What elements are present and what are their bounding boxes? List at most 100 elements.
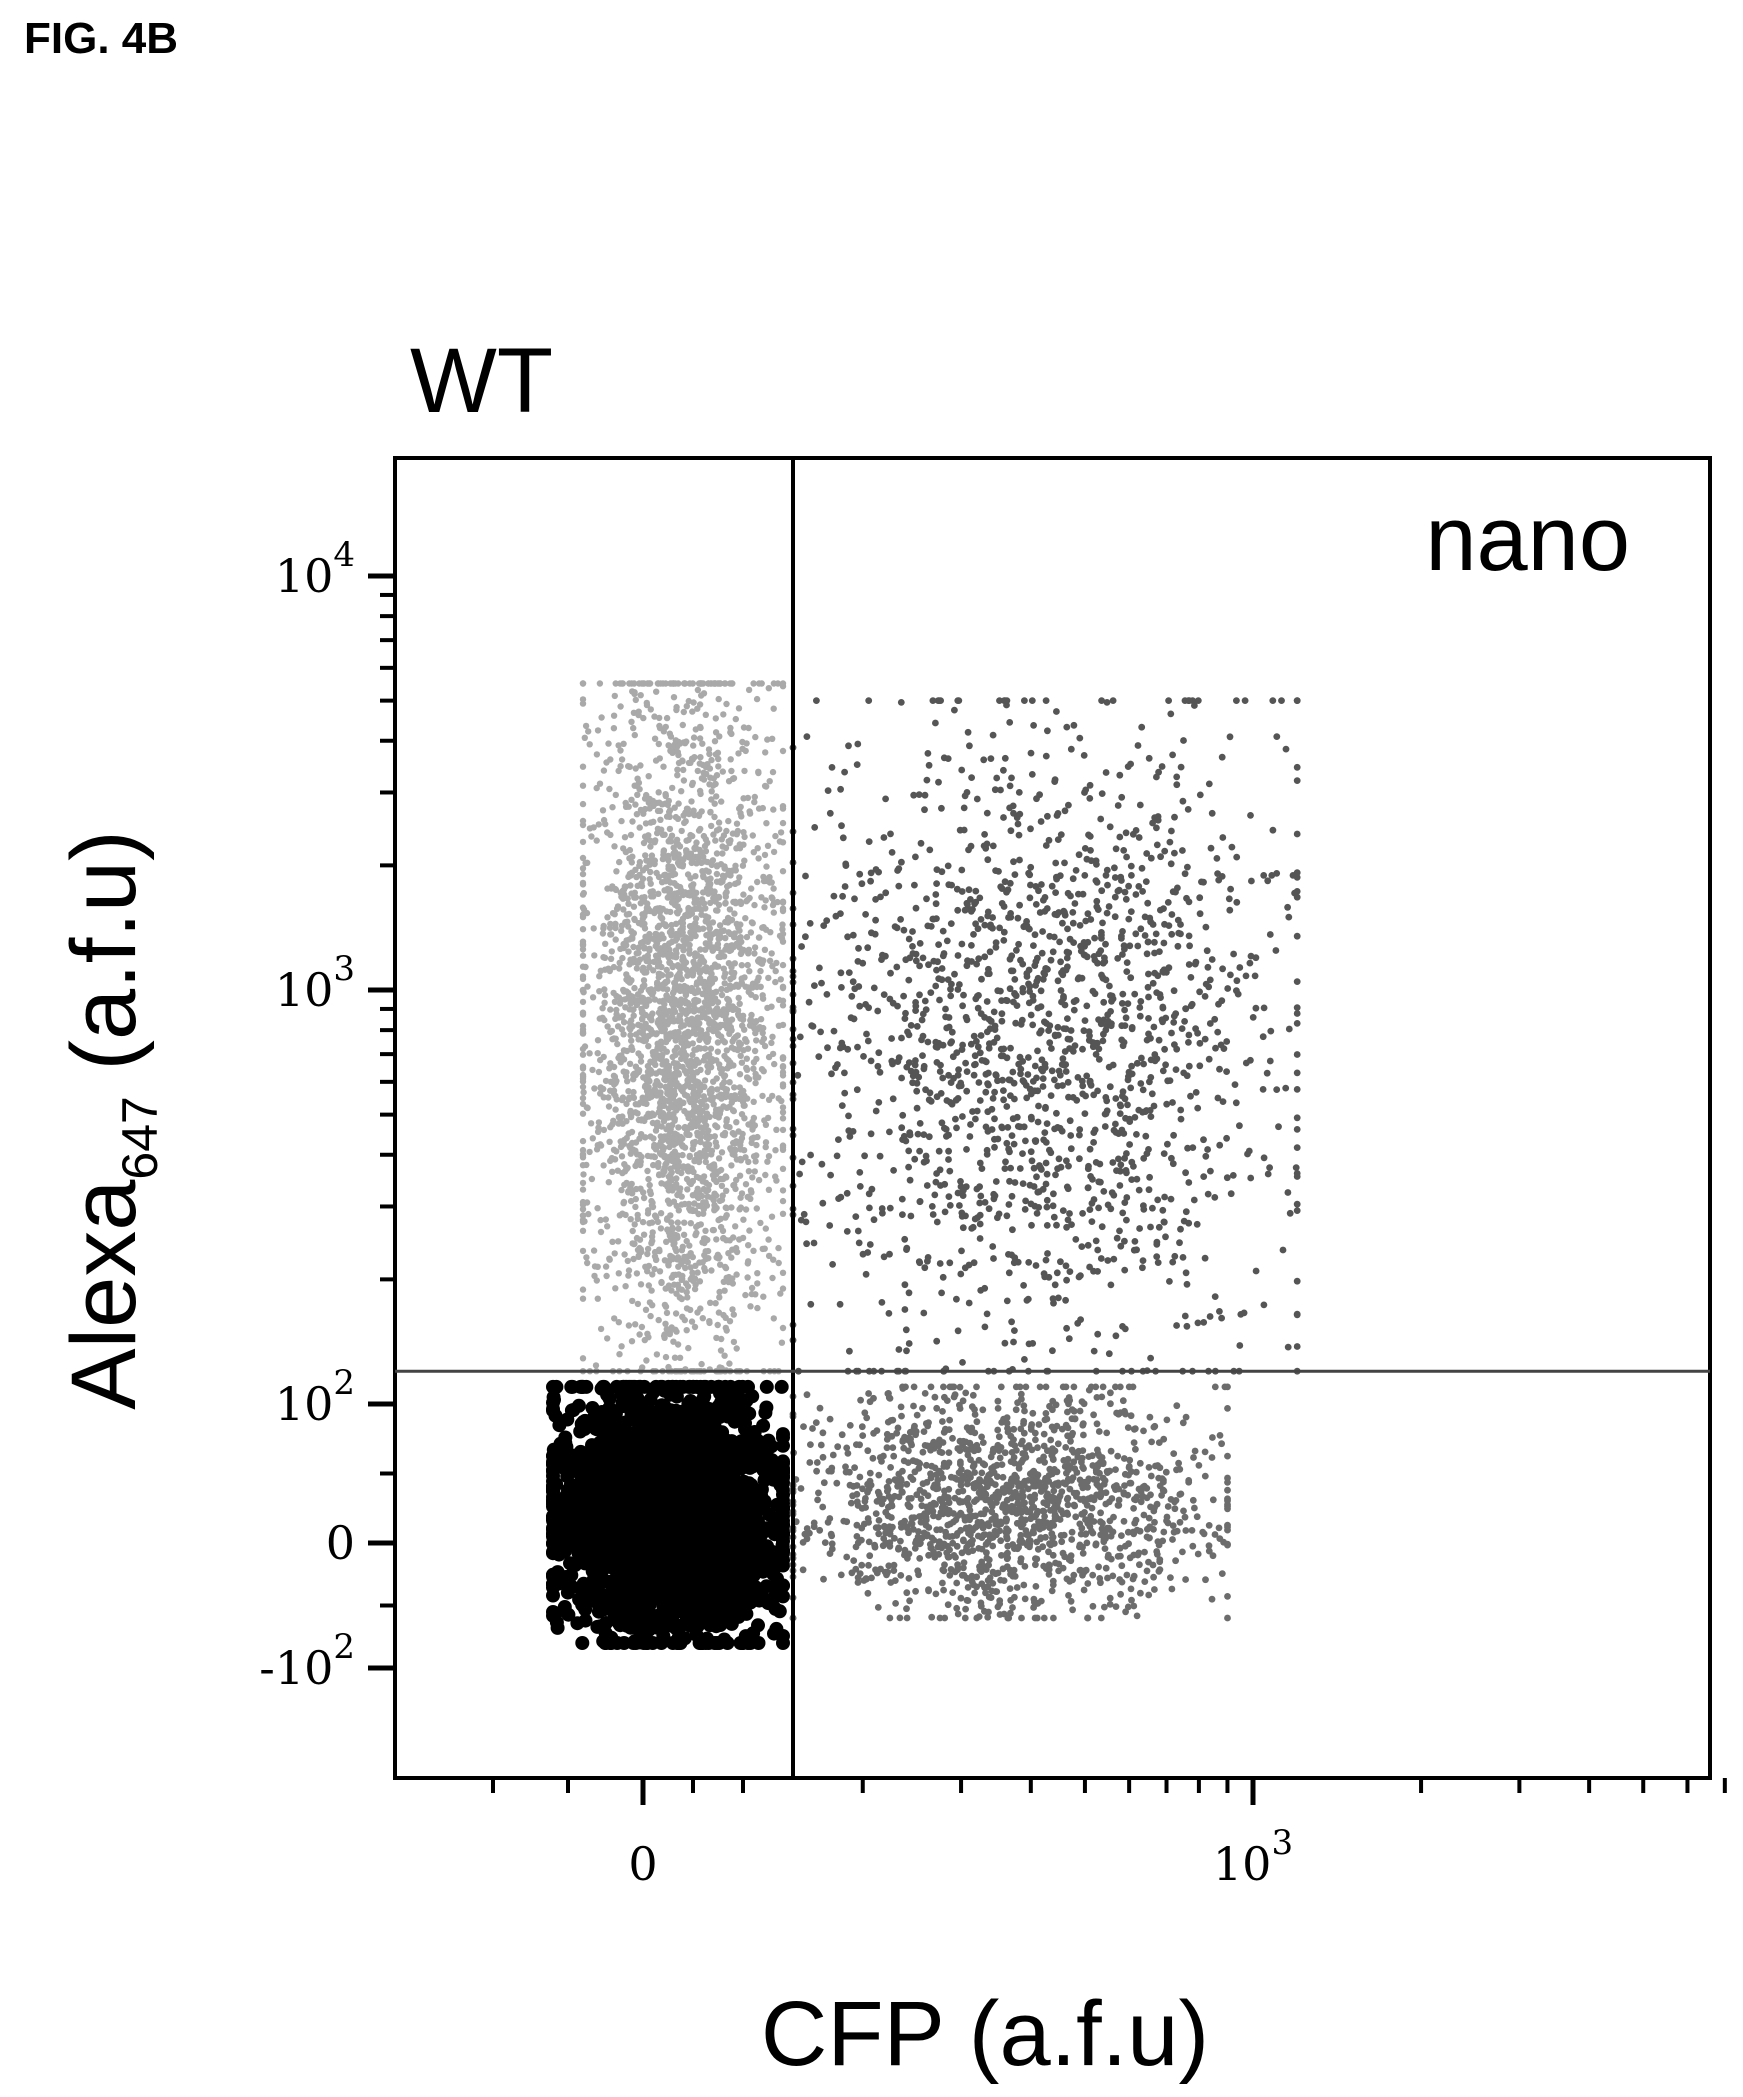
scatter-point bbox=[735, 1636, 750, 1650]
scatter-point bbox=[606, 924, 614, 931]
scatter-point bbox=[699, 925, 707, 932]
scatter-point bbox=[711, 1480, 726, 1495]
scatter-point bbox=[715, 1216, 722, 1224]
scatter-point bbox=[779, 1126, 787, 1134]
scatter-point bbox=[711, 738, 719, 745]
scatter-point bbox=[631, 984, 638, 992]
scatter-point bbox=[697, 724, 704, 732]
scatter-point bbox=[557, 1437, 572, 1452]
scatter-point bbox=[717, 1347, 725, 1354]
scatter-point bbox=[747, 1195, 754, 1203]
scatter-point bbox=[603, 1507, 618, 1522]
scatter-point bbox=[593, 1277, 600, 1284]
scatter-point bbox=[613, 1096, 620, 1103]
scatter-point bbox=[701, 1124, 708, 1131]
scatter-point bbox=[633, 1234, 641, 1242]
scatter-point bbox=[689, 1379, 704, 1394]
scatter-point bbox=[645, 1043, 652, 1050]
scatter-point bbox=[700, 873, 707, 881]
scatter-point bbox=[615, 767, 622, 775]
scatter-point bbox=[581, 1521, 595, 1536]
scatter-point bbox=[706, 750, 713, 758]
scatter-point bbox=[779, 1104, 787, 1111]
scatter-point bbox=[660, 1332, 668, 1340]
scatter-point bbox=[637, 1246, 644, 1253]
scatter-point bbox=[668, 863, 676, 870]
scatter-point bbox=[674, 1219, 681, 1226]
scatter-point bbox=[721, 1352, 728, 1359]
scatter-point bbox=[597, 1056, 604, 1064]
scatter-point bbox=[620, 1608, 634, 1623]
scatter-point bbox=[632, 1031, 640, 1038]
scatter-point bbox=[666, 825, 674, 833]
scatter-point bbox=[670, 1338, 677, 1345]
scatter-point bbox=[607, 831, 614, 839]
scatter-point bbox=[579, 913, 587, 921]
scatter-point bbox=[680, 1509, 695, 1523]
scatter-point bbox=[759, 992, 766, 999]
scatter-point bbox=[733, 845, 740, 852]
scatter-point bbox=[679, 1243, 686, 1251]
scatter-point bbox=[655, 1316, 662, 1324]
scatter-point bbox=[600, 954, 607, 961]
scatter-point bbox=[753, 695, 761, 703]
scatter-point bbox=[745, 1076, 753, 1083]
scatter-point bbox=[754, 1270, 761, 1277]
scatter-point bbox=[597, 1228, 605, 1236]
scatter-point bbox=[656, 922, 663, 929]
scatter-point bbox=[772, 978, 779, 986]
scatter-point bbox=[579, 1295, 587, 1302]
scatter-point bbox=[759, 1379, 774, 1394]
scatter-point bbox=[722, 1402, 737, 1417]
scatter-point bbox=[694, 1309, 701, 1316]
scatter-point bbox=[674, 859, 682, 866]
scatter-point bbox=[771, 1060, 778, 1068]
scatter-point bbox=[631, 1426, 646, 1441]
scatter-point bbox=[768, 1039, 775, 1047]
scatter-point bbox=[600, 1162, 607, 1169]
scatter-point bbox=[652, 1591, 667, 1606]
scatter-point bbox=[712, 837, 719, 844]
scatter-point bbox=[579, 1075, 587, 1083]
scatter-point bbox=[753, 1205, 760, 1212]
scatter-point bbox=[706, 1319, 713, 1327]
scatter-point bbox=[702, 918, 709, 925]
scatter-point bbox=[775, 1259, 782, 1267]
scatter-point bbox=[652, 930, 659, 938]
scatter-point bbox=[645, 773, 652, 780]
scatter-point bbox=[667, 1165, 674, 1172]
scatter-point bbox=[730, 1338, 738, 1346]
scatter-point bbox=[579, 1094, 587, 1102]
scatter-point bbox=[646, 1181, 653, 1189]
scatter-point bbox=[602, 1401, 617, 1416]
scatter-point bbox=[761, 904, 768, 911]
scatter-point bbox=[550, 1565, 565, 1580]
scatter-point bbox=[594, 1601, 609, 1616]
scatter-point bbox=[607, 1028, 614, 1036]
scatter-point bbox=[705, 680, 712, 687]
scatter-point bbox=[605, 1179, 612, 1186]
scatter-point bbox=[630, 724, 637, 732]
scatter-point bbox=[776, 1636, 790, 1650]
scatter-point bbox=[606, 785, 613, 793]
scatter-point bbox=[649, 1119, 657, 1127]
scatter-point bbox=[642, 852, 649, 859]
scatter-point bbox=[686, 680, 693, 687]
scatter-point bbox=[748, 885, 755, 892]
scatter-point bbox=[731, 960, 738, 967]
scatter-point bbox=[639, 1218, 647, 1226]
scatter-point bbox=[719, 850, 726, 857]
scatter-point bbox=[753, 1018, 760, 1025]
scatter-point bbox=[705, 890, 712, 897]
scatter-point bbox=[736, 1206, 743, 1213]
scatter-point bbox=[672, 1245, 679, 1252]
scatter-point bbox=[626, 1379, 641, 1394]
scatter-point bbox=[647, 1026, 654, 1033]
scatter-point bbox=[612, 1106, 619, 1113]
scatter-point bbox=[580, 889, 587, 897]
scatter-point bbox=[611, 911, 618, 918]
scatter-point bbox=[689, 1040, 696, 1047]
scatter-point bbox=[628, 1338, 636, 1345]
scatter-point bbox=[776, 1553, 790, 1568]
scatter-point bbox=[632, 1321, 639, 1328]
